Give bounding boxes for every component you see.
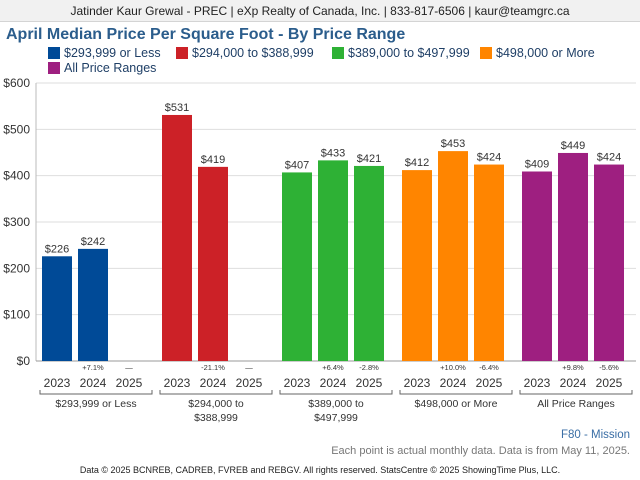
bar — [162, 114, 192, 361]
legend-label-5: All Price Ranges — [64, 61, 157, 75]
bar — [282, 172, 312, 361]
group-bracket — [279, 390, 393, 395]
bar-value-label: $531 — [165, 102, 189, 114]
x-tick-year: 2024 — [560, 376, 587, 390]
bar-value-label: $453 — [441, 138, 465, 150]
x-tick-year: 2025 — [236, 376, 263, 390]
legend-item-5: All Price Ranges — [48, 61, 156, 75]
bar — [474, 164, 504, 361]
bar — [594, 164, 624, 361]
group-axis-label: $497,999 — [314, 412, 358, 424]
percent-change-label: -2.8% — [359, 363, 379, 372]
y-tick-label: $300 — [3, 215, 30, 229]
group-bracket — [399, 390, 513, 395]
legend-swatch-2 — [176, 47, 188, 59]
group-bracket — [159, 390, 273, 395]
legend-swatch-5 — [48, 62, 60, 74]
y-tick-label: $600 — [3, 76, 30, 90]
group-axis-label: $388,999 — [194, 412, 238, 424]
bar-value-label: $424 — [477, 152, 501, 164]
percent-change-label: +6.4% — [322, 363, 344, 372]
bar-value-label: $409 — [525, 158, 549, 170]
legend-label-1: $293,999 or Less — [64, 46, 161, 60]
y-tick-label: $400 — [3, 169, 30, 183]
bar — [354, 165, 384, 361]
y-tick-label: $0 — [17, 354, 31, 368]
legend-item-1: $293,999 or Less — [48, 46, 161, 60]
y-tick-label: $200 — [3, 261, 30, 275]
legend-swatch-1 — [48, 47, 60, 59]
bar — [42, 256, 72, 361]
x-tick-year: 2025 — [116, 376, 143, 390]
bar — [318, 160, 348, 361]
bar-value-label: $424 — [597, 152, 621, 164]
y-tick-label: $100 — [3, 308, 30, 322]
legend-label-4: $498,000 or More — [496, 46, 595, 60]
bar-value-label: $412 — [405, 157, 429, 169]
legend-item-4: $498,000 or More — [480, 46, 595, 60]
bar-value-label: $449 — [561, 140, 585, 152]
legend-swatch-3 — [332, 47, 344, 59]
x-tick-year: 2024 — [440, 376, 467, 390]
percent-change-label: — — [125, 363, 133, 372]
group-bracket — [39, 390, 153, 395]
x-tick-year: 2023 — [44, 376, 71, 390]
header-contact-text: Jatinder Kaur Grewal - PREC | eXp Realty… — [70, 4, 570, 18]
legend-label-3: $389,000 to $497,999 — [348, 46, 470, 60]
group-axis-label: $498,000 or More — [415, 398, 498, 410]
bar — [558, 152, 588, 361]
bar-value-label: $242 — [81, 236, 105, 248]
percent-change-label: -6.4% — [479, 363, 499, 372]
bar-value-label: $433 — [321, 147, 345, 159]
x-tick-year: 2025 — [596, 376, 623, 390]
chart-title: April Median Price Per Square Foot - By … — [6, 26, 406, 43]
group-axis-label: $389,000 to — [308, 398, 364, 410]
bar — [198, 166, 228, 361]
legend-item-2: $294,000 to $388,999 — [176, 46, 314, 60]
bar — [522, 171, 552, 361]
bar-value-label: $407 — [285, 159, 309, 171]
group-axis-label: $294,000 to — [188, 398, 244, 410]
x-tick-year: 2025 — [476, 376, 503, 390]
percent-change-label: +9.8% — [562, 363, 584, 372]
group-bracket — [519, 390, 633, 395]
x-tick-year: 2024 — [200, 376, 227, 390]
percent-change-label: -5.6% — [599, 363, 619, 372]
x-tick-year: 2023 — [404, 376, 431, 390]
group-axis-label: All Price Ranges — [537, 398, 615, 410]
header-bar: Jatinder Kaur Grewal - PREC | eXp Realty… — [0, 0, 640, 22]
source-label: F80 - Mission — [560, 429, 630, 441]
bar-value-label: $226 — [45, 243, 69, 255]
legend-item-3: $389,000 to $497,999 — [332, 46, 470, 60]
x-tick-year: 2024 — [80, 376, 107, 390]
group-axis-label: $293,999 or Less — [55, 398, 136, 410]
x-tick-year: 2023 — [524, 376, 551, 390]
percent-change-label: +10.0% — [440, 363, 466, 372]
x-tick-year: 2023 — [284, 376, 311, 390]
x-tick-year: 2024 — [320, 376, 347, 390]
bar — [78, 248, 108, 361]
legend-label-2: $294,000 to $388,999 — [192, 46, 314, 60]
x-tick-year: 2025 — [356, 376, 383, 390]
bar-value-label: $421 — [357, 153, 381, 165]
percent-change-label: -21.1% — [201, 363, 225, 372]
bar — [402, 170, 432, 361]
percent-change-label: +7.1% — [82, 363, 104, 372]
data-note: Each point is actual monthly data. Data … — [331, 445, 630, 457]
y-tick-label: $500 — [3, 122, 30, 136]
legend-swatch-4 — [480, 47, 492, 59]
bar — [438, 151, 468, 361]
percent-change-label: — — [245, 363, 253, 372]
copyright-footer: Data © 2025 BCNREB, CADREB, FVREB and RE… — [79, 465, 561, 475]
x-tick-year: 2023 — [164, 376, 191, 390]
bar-value-label: $419 — [201, 154, 225, 166]
